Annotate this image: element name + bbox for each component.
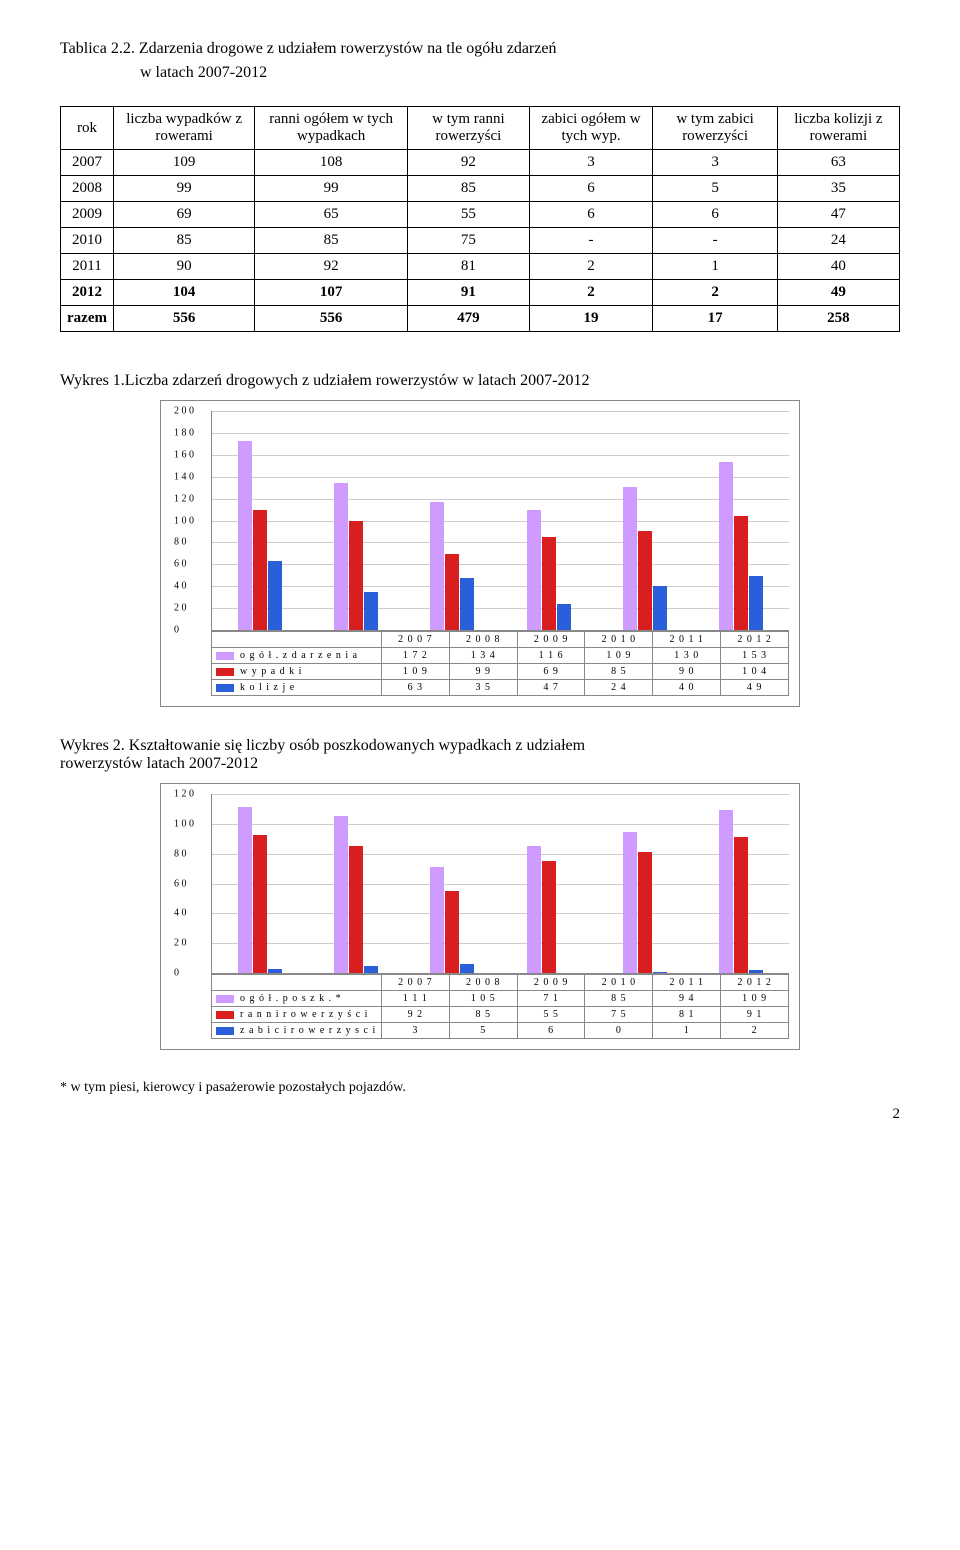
bar — [238, 441, 252, 630]
bar — [238, 807, 252, 974]
bar-group — [623, 832, 667, 973]
legend-label: r a n n i r o w e r z y ś c i — [212, 1007, 382, 1023]
bar — [623, 487, 637, 630]
bar-group — [527, 846, 571, 974]
table2: rokliczba wypadków z roweramiranni ogółe… — [60, 106, 900, 332]
bar — [653, 586, 667, 630]
table2-col-header: w tym ranni rowerzyści — [408, 107, 530, 150]
bar — [653, 972, 667, 974]
chart2-title: Wykres 2. Kształtowanie się liczby osób … — [60, 737, 900, 773]
bar-group — [623, 487, 667, 630]
bar — [268, 561, 282, 630]
bar — [638, 531, 652, 630]
bar — [334, 816, 348, 974]
bar — [364, 592, 378, 631]
table2-col-header: ranni ogółem w tych wypadkach — [255, 107, 408, 150]
table2-caption-line1: Tablica 2.2. Zdarzenia drogowe z udziałe… — [60, 40, 900, 58]
bar — [430, 867, 444, 974]
bar — [268, 969, 282, 974]
chart2: 02 04 06 08 01 0 01 2 0 2 0 0 72 0 0 82 … — [160, 783, 800, 1050]
bar — [349, 521, 363, 630]
bar — [445, 891, 459, 974]
table2-caption-line2: w latach 2007-2012 — [140, 64, 900, 82]
chart1: 02 04 06 08 01 0 01 2 01 4 01 6 01 8 02 … — [160, 400, 800, 707]
bar — [527, 510, 541, 630]
bar — [719, 810, 733, 974]
bar-group — [719, 810, 763, 974]
table-row: 20089999856535 — [61, 176, 900, 202]
footnote: * w tym piesi, kierowcy i pasażerowie po… — [60, 1080, 900, 1096]
bar — [749, 576, 763, 630]
bar — [734, 516, 748, 630]
bar — [527, 846, 541, 974]
bar — [557, 604, 571, 630]
page-number: 2 — [60, 1106, 900, 1123]
bar — [719, 462, 733, 630]
table2-col-header: w tym zabici rowerzyści — [653, 107, 777, 150]
bar — [542, 861, 556, 974]
table2-col-header: liczba wypadków z rowerami — [113, 107, 254, 150]
legend-label: k o l i z j e — [212, 680, 382, 696]
bar — [734, 837, 748, 974]
table-row: 2012104107912249 — [61, 280, 900, 306]
bar — [349, 846, 363, 974]
table-row: razem5565564791917258 — [61, 306, 900, 332]
legend-label: o g ó ł . p o s z k . * — [212, 991, 382, 1007]
bar — [749, 970, 763, 973]
bar-group — [527, 510, 571, 630]
bar — [542, 537, 556, 631]
bar — [253, 835, 267, 973]
bar — [623, 832, 637, 973]
bar-group — [719, 462, 763, 630]
bar-group — [430, 502, 474, 630]
bar-group — [238, 807, 282, 974]
legend-label: o g ó ł . z d a r z e n i a — [212, 648, 382, 664]
bar — [638, 852, 652, 974]
bar — [364, 966, 378, 974]
chart2-title-line2: rowerzystów latach 2007-2012 — [60, 755, 258, 772]
table2-col-header: rok — [61, 107, 114, 150]
legend-label: w y p a d k i — [212, 664, 382, 680]
table2-col-header: zabici ogółem w tych wyp. — [529, 107, 653, 150]
bar-group — [238, 441, 282, 630]
bar — [253, 510, 267, 630]
legend-label: z a b i c i r o w e r z y s c i — [212, 1023, 382, 1039]
bar — [334, 483, 348, 630]
table-row: 2007109108923363 — [61, 150, 900, 176]
bar — [460, 964, 474, 973]
table-row: 20119092812140 — [61, 254, 900, 280]
chart2-title-line1: Wykres 2. Kształtowanie się liczby osób … — [60, 737, 585, 754]
bar — [445, 554, 459, 630]
bar-group — [334, 483, 378, 630]
chart1-title: Wykres 1.Liczba zdarzeń drogowych z udzi… — [60, 372, 900, 390]
bar-group — [430, 867, 474, 974]
table-row: 2010858575--24 — [61, 228, 900, 254]
table2-col-header: liczba kolizji z rowerami — [777, 107, 899, 150]
bar — [430, 502, 444, 630]
bar-group — [334, 816, 378, 974]
table-row: 20096965556647 — [61, 202, 900, 228]
bar — [460, 578, 474, 630]
